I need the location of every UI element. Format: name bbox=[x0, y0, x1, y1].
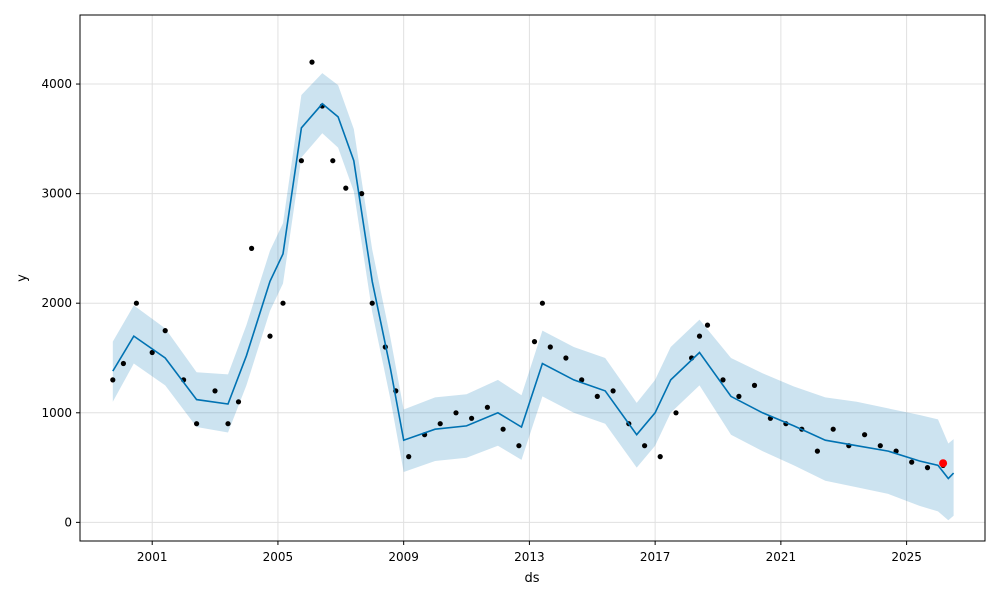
observed-point bbox=[406, 454, 412, 460]
observed-point bbox=[579, 377, 585, 383]
observed-point bbox=[830, 426, 836, 432]
observed-point bbox=[877, 443, 883, 449]
grid bbox=[80, 15, 985, 541]
x-axis-label: ds bbox=[524, 571, 539, 586]
y-tick-label: 2000 bbox=[41, 296, 72, 310]
observed-point bbox=[133, 300, 139, 306]
observed-point bbox=[547, 344, 553, 350]
uncertainty-band-layer bbox=[112, 73, 954, 521]
x-tick-label: 2025 bbox=[891, 550, 922, 564]
observed-point bbox=[924, 465, 931, 471]
observed-point bbox=[516, 443, 522, 449]
y-axis-ticks: 0 1000 2000 3000 4000 bbox=[41, 77, 80, 529]
observed-point bbox=[736, 393, 742, 399]
observed-point bbox=[814, 448, 821, 454]
observed-point bbox=[267, 333, 273, 339]
observed-point bbox=[594, 393, 600, 399]
observed-point bbox=[162, 328, 168, 334]
observed-point bbox=[225, 421, 231, 427]
y-axis-label: y bbox=[15, 274, 30, 282]
observed-point bbox=[704, 322, 711, 328]
x-tick-label: 2013 bbox=[514, 550, 545, 564]
observed-point bbox=[437, 421, 443, 427]
observed-point bbox=[120, 360, 126, 367]
uncertainty-band bbox=[112, 73, 954, 521]
observed-point bbox=[720, 377, 726, 383]
x-tick-label: 2005 bbox=[263, 550, 294, 564]
observed-point bbox=[194, 421, 200, 427]
observed-point bbox=[369, 300, 375, 306]
observed-point bbox=[500, 426, 506, 432]
x-tick-label: 2021 bbox=[766, 550, 797, 564]
x-axis-ticks: 2001 2005 2009 2013 2017 2021 2025 bbox=[137, 541, 922, 564]
highlight-points-layer bbox=[939, 459, 948, 468]
observed-point bbox=[610, 388, 616, 394]
observed-point bbox=[359, 191, 365, 197]
x-tick-label: 2017 bbox=[640, 550, 671, 564]
observed-point bbox=[539, 300, 546, 306]
observed-point bbox=[673, 410, 679, 416]
x-tick-label: 2001 bbox=[137, 550, 168, 564]
observed-point bbox=[751, 382, 758, 388]
observed-point bbox=[149, 349, 155, 356]
observed-point bbox=[212, 388, 218, 394]
observed-point bbox=[110, 377, 116, 383]
observed-point bbox=[657, 454, 663, 460]
observed-point bbox=[469, 415, 475, 421]
observed-point bbox=[453, 410, 459, 416]
observed-point bbox=[249, 245, 255, 251]
y-tick-label: 0 bbox=[64, 515, 72, 529]
observed-point bbox=[642, 443, 648, 449]
observed-point bbox=[862, 432, 868, 438]
observed-point bbox=[909, 459, 915, 465]
forecast-line-layer bbox=[112, 102, 955, 480]
y-tick-label: 3000 bbox=[41, 187, 72, 201]
forecast-line bbox=[112, 102, 955, 480]
observed-point bbox=[343, 185, 349, 191]
observed-point bbox=[563, 355, 569, 361]
highlight-point bbox=[939, 459, 948, 468]
observed-point bbox=[280, 300, 286, 306]
y-tick-label: 1000 bbox=[41, 406, 72, 420]
observed-point bbox=[330, 158, 336, 164]
y-tick-label: 4000 bbox=[41, 77, 72, 91]
observed-point bbox=[531, 339, 538, 345]
observed-point bbox=[696, 333, 703, 339]
observed-point bbox=[298, 158, 304, 164]
x-tick-label: 2009 bbox=[388, 550, 419, 564]
observed-point bbox=[235, 399, 242, 405]
plot-frame bbox=[79, 14, 986, 542]
observed-point bbox=[309, 59, 315, 65]
observed-point bbox=[484, 404, 490, 410]
